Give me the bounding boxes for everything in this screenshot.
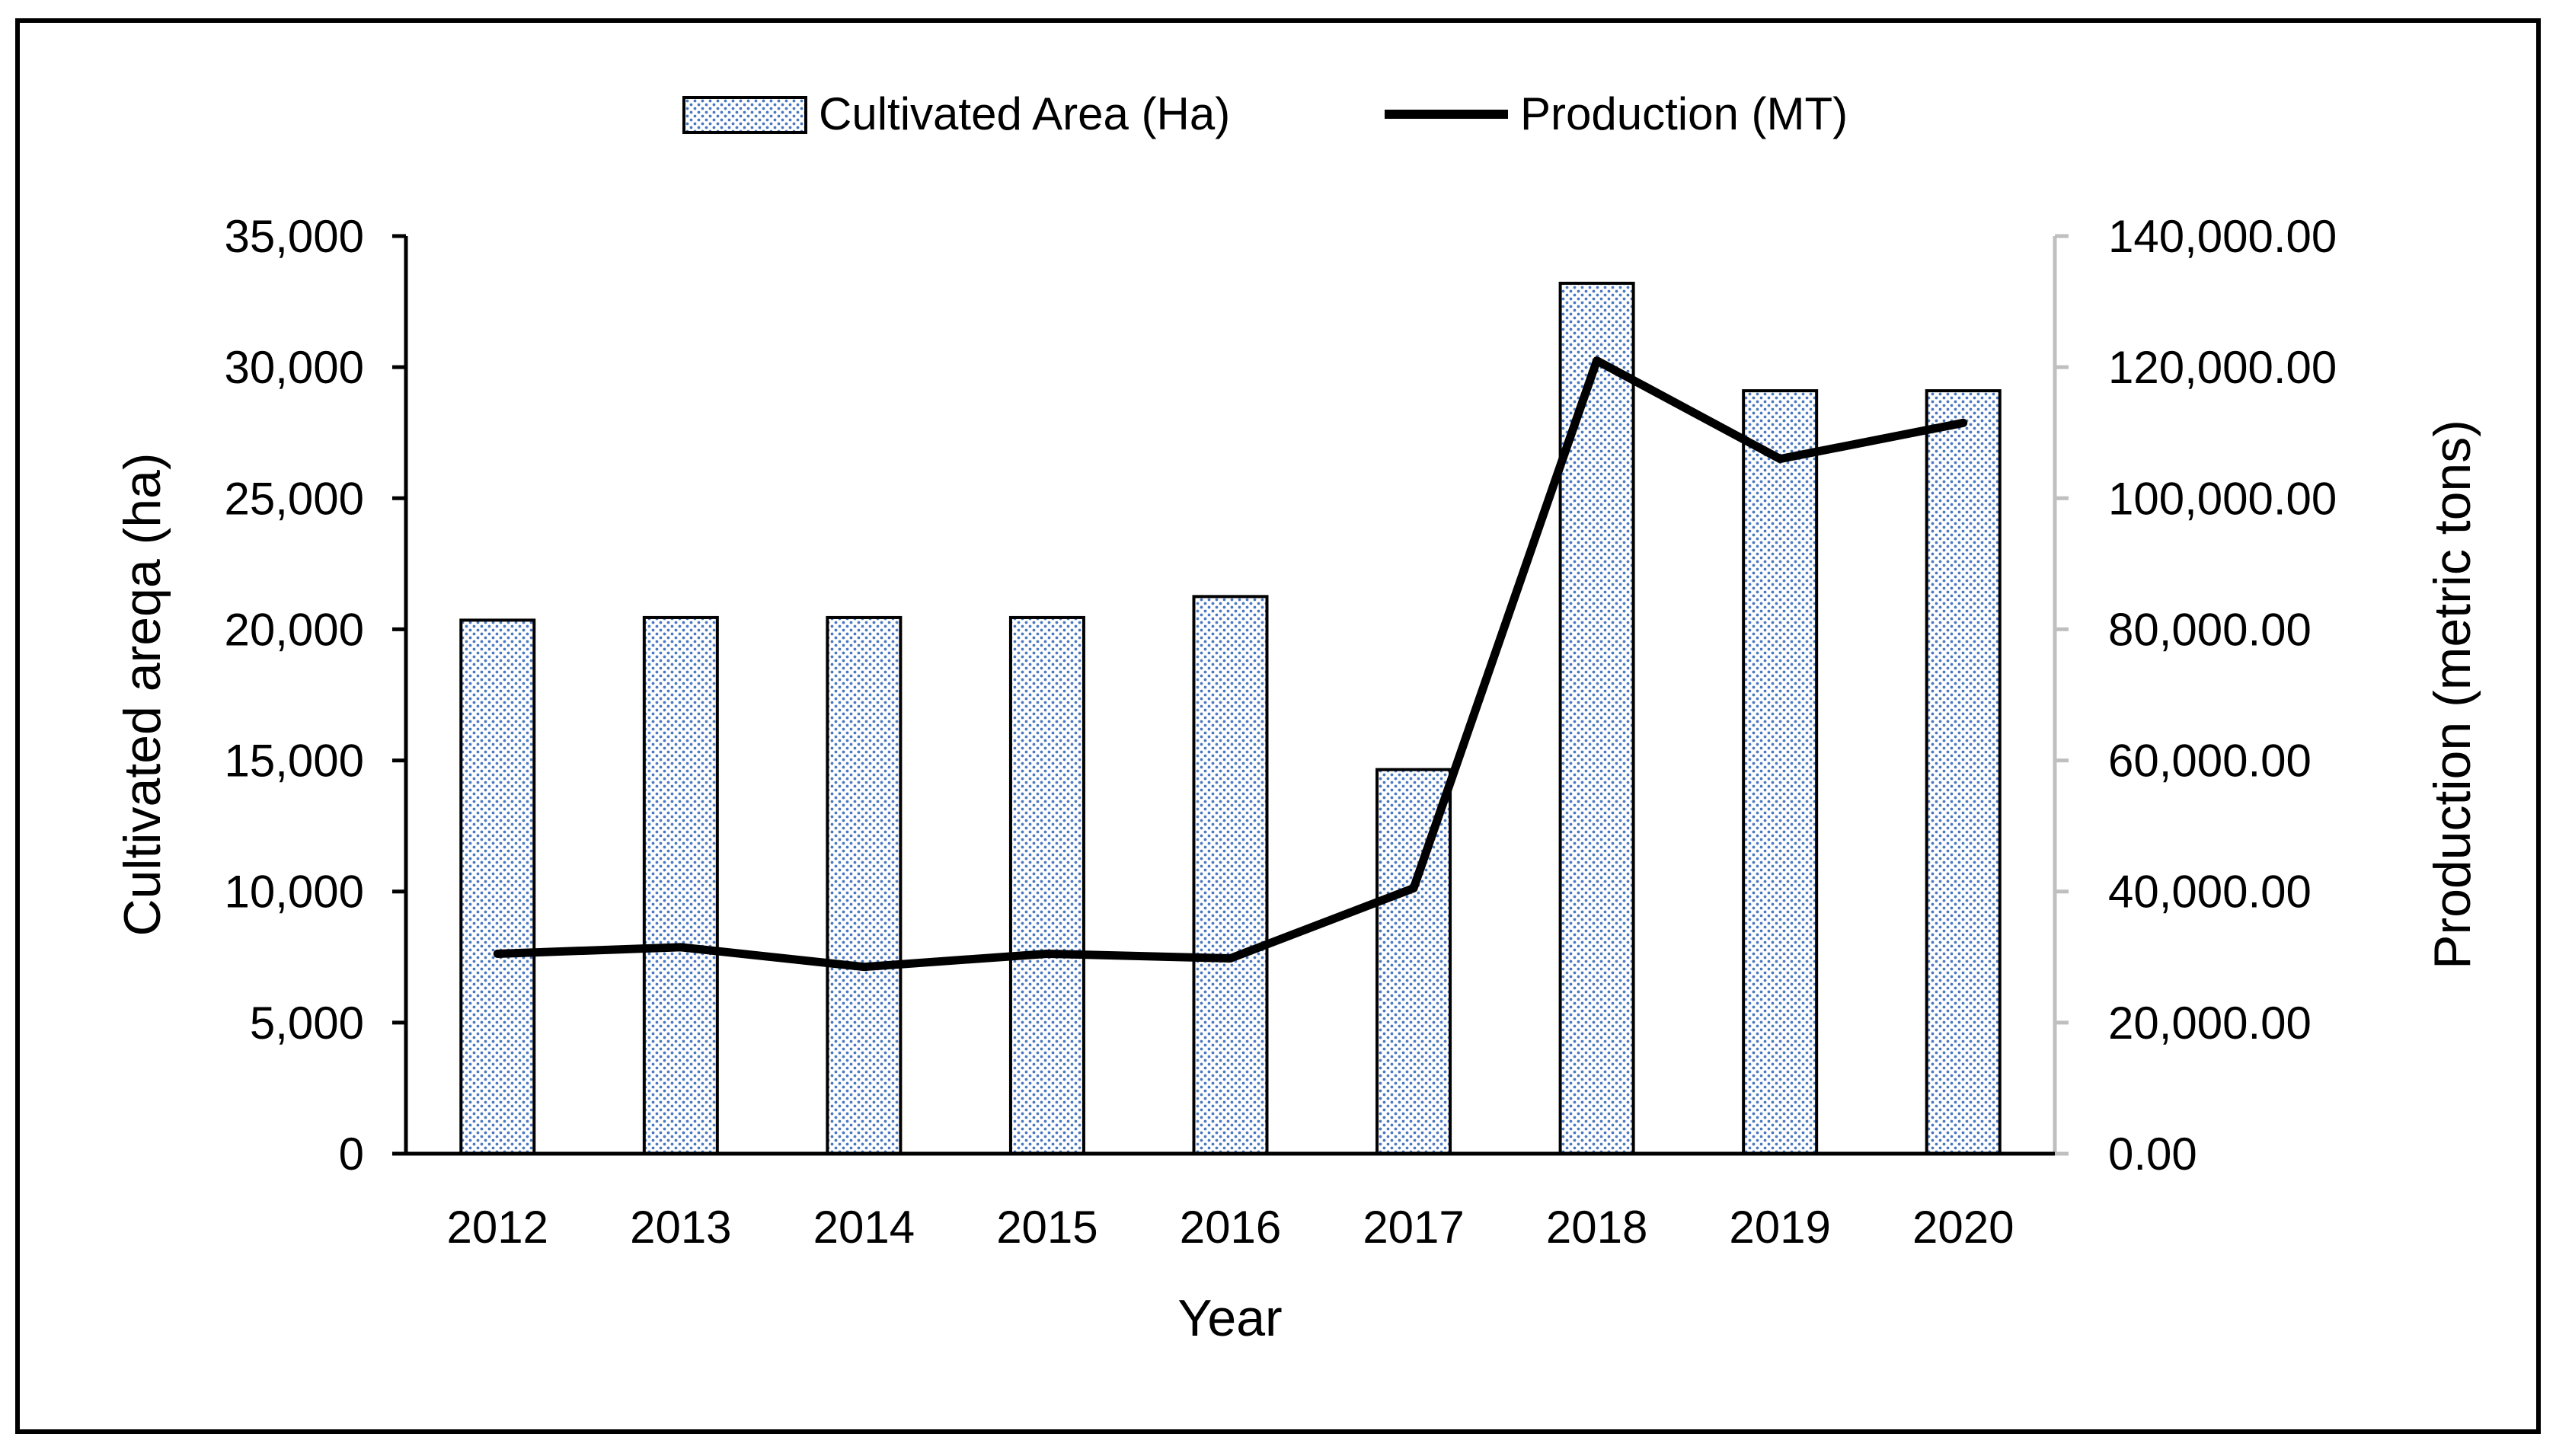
right-tick-label: 60,000.00 <box>2108 736 2312 787</box>
left-tick-label: 15,000 <box>224 736 364 787</box>
bar-2020 <box>1927 391 2000 1154</box>
left-tick-label: 30,000 <box>224 342 364 393</box>
right-y-axis-title: Production (metric tons) <box>2423 420 2481 969</box>
x-tick-label-2016: 2016 <box>1180 1202 1281 1253</box>
x-tick-labels: 2012 2013 2014 2015 2016 2017 2018 2019 2020 <box>447 1202 2014 1253</box>
x-tick-label-2018: 2018 <box>1546 1202 1647 1253</box>
left-tick-label: 10,000 <box>224 867 364 918</box>
legend-swatch-bars <box>684 97 806 133</box>
right-tick-label: 140,000.00 <box>2108 211 2337 262</box>
left-tick-label: 0 <box>339 1129 364 1180</box>
bar-2012 <box>461 620 534 1154</box>
right-tick-label: 80,000.00 <box>2108 604 2312 655</box>
right-tick-label: 40,000.00 <box>2108 867 2312 918</box>
left-tick-label: 35,000 <box>224 211 364 262</box>
left-tick-label: 20,000 <box>224 604 364 655</box>
x-tick-label-2013: 2013 <box>630 1202 731 1253</box>
left-y-axis-title: Cultivated areqa (ha) <box>113 452 171 936</box>
left-tick-label: 5,000 <box>250 998 364 1049</box>
x-tick-label-2019: 2019 <box>1729 1202 1830 1253</box>
x-tick-label-2012: 2012 <box>447 1202 548 1253</box>
x-tick-label-2020: 2020 <box>1912 1202 2014 1253</box>
right-tick-label: 120,000.00 <box>2108 342 2337 393</box>
bar-2018 <box>1561 283 1634 1154</box>
x-tick-label-2015: 2015 <box>996 1202 1097 1253</box>
bar-2019 <box>1743 391 1816 1154</box>
legend-label-bars: Cultivated Area (Ha) <box>819 88 1230 139</box>
left-tick-label: 25,000 <box>224 473 364 524</box>
right-tick-label: 20,000.00 <box>2108 998 2312 1049</box>
bar-2015 <box>1011 618 1084 1154</box>
x-tick-label-2017: 2017 <box>1363 1202 1464 1253</box>
right-tick-label: 100,000.00 <box>2108 473 2337 524</box>
x-axis-title: Year <box>1177 1289 1282 1347</box>
legend-label-line: Production (MT) <box>1520 88 1848 139</box>
bar-2013 <box>644 618 717 1154</box>
bar-2016 <box>1194 596 1267 1154</box>
x-tick-label-2014: 2014 <box>813 1202 915 1253</box>
right-tick-label: 0.00 <box>2108 1129 2197 1180</box>
bar-2014 <box>827 618 900 1154</box>
